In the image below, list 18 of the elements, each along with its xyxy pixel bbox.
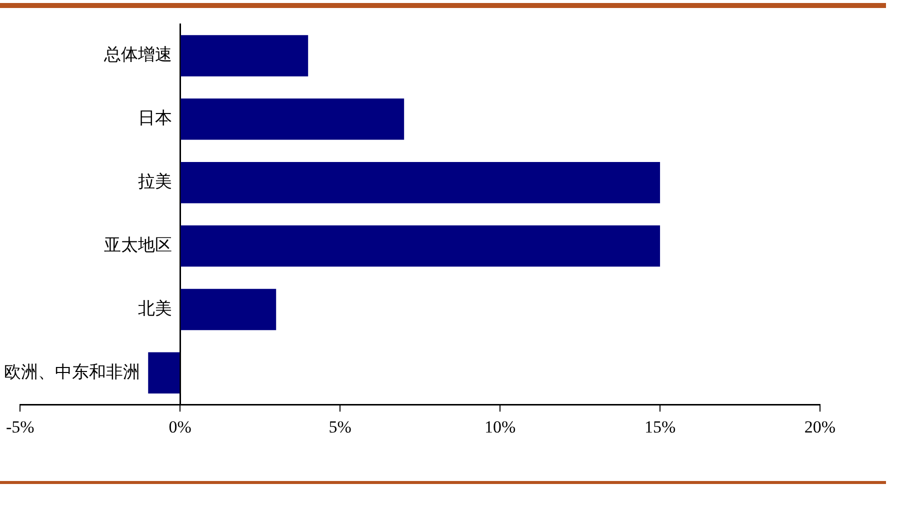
- bar: [180, 225, 660, 267]
- x-tick-label: 20%: [804, 417, 836, 436]
- x-tick-label: 5%: [328, 417, 352, 436]
- y-tick-label: 北美: [138, 298, 172, 319]
- x-tick-label: 15%: [644, 417, 676, 436]
- y-tick-label: 欧洲、中东和非洲: [4, 362, 140, 382]
- y-tick-label: 亚太地区: [104, 235, 172, 256]
- y-tick-label: 拉美: [138, 172, 172, 192]
- bar: [180, 35, 308, 76]
- x-tick-label: -5%: [6, 417, 34, 436]
- x-tick-label: 10%: [484, 417, 516, 436]
- y-tick-label: 日本: [138, 108, 172, 129]
- x-tick-label: 0%: [168, 417, 192, 436]
- bar: [180, 288, 276, 330]
- bar: [180, 98, 404, 140]
- y-tick-label: 总体增速: [103, 45, 172, 66]
- bar: [180, 162, 660, 204]
- bar: [148, 352, 180, 394]
